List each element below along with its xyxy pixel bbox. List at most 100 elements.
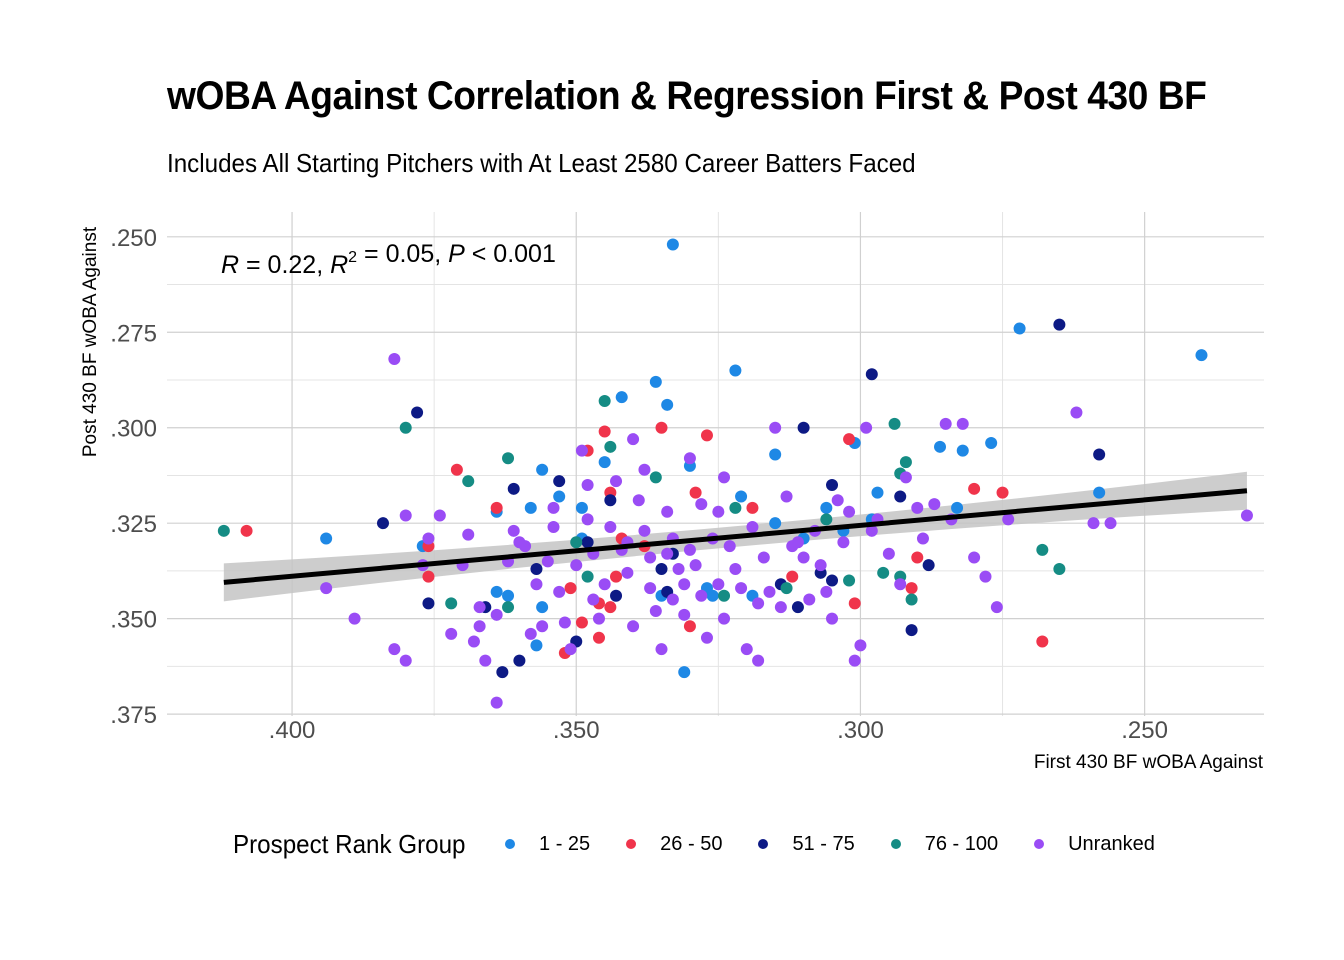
data-point bbox=[683, 452, 696, 465]
data-point bbox=[490, 585, 503, 598]
annotation-part: R bbox=[330, 251, 348, 279]
data-point bbox=[490, 501, 503, 514]
data-point bbox=[666, 238, 679, 251]
data-point bbox=[695, 589, 708, 602]
data-point bbox=[422, 597, 435, 610]
data-point bbox=[496, 666, 509, 679]
legend-swatch bbox=[626, 839, 637, 849]
data-point bbox=[610, 589, 623, 602]
data-point bbox=[1104, 517, 1117, 530]
data-point bbox=[649, 375, 662, 388]
data-point bbox=[604, 494, 617, 507]
chart-title: wOBA Against Correlation & Regression Fi… bbox=[167, 74, 1207, 118]
data-point bbox=[575, 444, 588, 457]
data-point bbox=[678, 608, 691, 621]
data-point bbox=[473, 601, 486, 614]
y-tick-label: .325 bbox=[110, 511, 157, 538]
data-point bbox=[399, 509, 412, 522]
data-point bbox=[826, 479, 839, 491]
data-point bbox=[638, 463, 651, 476]
data-point bbox=[689, 486, 702, 499]
legend-item-76-100: 76 - 100 bbox=[890, 833, 998, 856]
annotation-part: < 0.001 bbox=[465, 240, 556, 268]
data-point bbox=[1087, 517, 1100, 530]
data-point bbox=[564, 582, 577, 595]
data-point bbox=[655, 643, 668, 656]
data-point bbox=[723, 540, 736, 553]
legend-item-unranked: Unranked bbox=[1034, 833, 1155, 856]
data-point bbox=[422, 532, 435, 545]
data-point bbox=[445, 597, 458, 610]
data-point bbox=[547, 501, 560, 514]
data-point bbox=[649, 471, 662, 484]
data-point bbox=[683, 620, 696, 633]
data-point bbox=[1093, 486, 1106, 499]
legend-label: 1 - 25 bbox=[539, 832, 591, 855]
data-point bbox=[905, 593, 918, 606]
data-point bbox=[1036, 635, 1049, 648]
data-point bbox=[865, 524, 878, 537]
data-point bbox=[928, 498, 941, 511]
data-point bbox=[1093, 448, 1106, 461]
data-point bbox=[1002, 513, 1015, 526]
data-point bbox=[320, 582, 333, 595]
y-axis-title: Post 430 BF wOBA Against bbox=[80, 226, 101, 457]
data-point bbox=[507, 524, 520, 537]
data-point bbox=[1053, 563, 1066, 575]
data-point bbox=[524, 501, 537, 514]
data-point bbox=[627, 620, 640, 633]
legend-label: Unranked bbox=[1068, 832, 1155, 855]
data-point bbox=[752, 654, 765, 667]
data-point bbox=[655, 563, 668, 575]
data-point bbox=[922, 559, 935, 572]
legend-item-26-50: 26 - 50 bbox=[626, 833, 722, 856]
data-point bbox=[604, 440, 617, 453]
data-point bbox=[780, 490, 793, 503]
data-point bbox=[752, 597, 765, 610]
data-point bbox=[598, 456, 611, 469]
data-point bbox=[780, 582, 793, 595]
data-point bbox=[598, 425, 611, 438]
data-point bbox=[592, 631, 605, 644]
data-point bbox=[610, 475, 623, 488]
data-point bbox=[1195, 349, 1208, 362]
data-point bbox=[996, 486, 1009, 499]
y-tick-label: .250 bbox=[110, 225, 157, 252]
legend: Prospect Rank Group 1 - 25 26 - 50 51 - … bbox=[233, 826, 1191, 862]
data-point bbox=[865, 368, 878, 381]
data-point bbox=[547, 521, 560, 533]
data-point bbox=[217, 524, 230, 537]
data-point bbox=[519, 540, 532, 553]
data-point bbox=[524, 627, 537, 640]
data-point bbox=[598, 395, 611, 407]
data-point bbox=[462, 475, 475, 488]
data-point bbox=[860, 421, 873, 434]
data-point bbox=[740, 643, 753, 656]
data-point bbox=[592, 612, 605, 625]
data-point bbox=[615, 391, 628, 404]
data-point bbox=[826, 612, 839, 625]
data-point bbox=[894, 578, 907, 591]
data-point bbox=[570, 536, 583, 549]
data-point bbox=[683, 543, 696, 556]
data-point bbox=[666, 593, 679, 606]
data-point bbox=[558, 616, 571, 629]
data-point bbox=[1013, 322, 1026, 335]
data-point bbox=[581, 570, 594, 583]
tick-labels: .400 .350 .300 .250 .250 .275 .300 .325 .350 .375 bbox=[110, 225, 1168, 744]
data-point bbox=[905, 624, 918, 637]
data-point bbox=[729, 563, 742, 575]
data-point bbox=[769, 421, 782, 434]
x-tick-label: .350 bbox=[553, 717, 600, 744]
data-point bbox=[678, 578, 691, 591]
data-point bbox=[843, 574, 856, 587]
data-point bbox=[956, 444, 969, 457]
data-point bbox=[729, 364, 742, 377]
data-point bbox=[848, 597, 861, 610]
data-point bbox=[695, 498, 708, 511]
data-point bbox=[502, 601, 515, 614]
data-point bbox=[433, 509, 446, 522]
data-point bbox=[712, 578, 725, 591]
data-point bbox=[877, 566, 890, 579]
